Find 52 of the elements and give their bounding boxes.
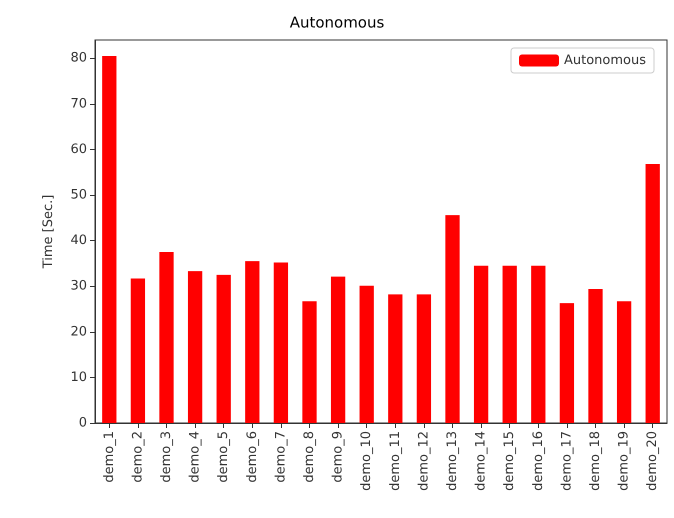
y-tick-label: 10 (70, 370, 87, 385)
bar (274, 262, 288, 423)
y-tick-label: 20 (70, 324, 87, 340)
y-axis-title: Time [Sec.] (41, 194, 56, 270)
y-tick-label: 60 (70, 142, 87, 157)
bar (159, 252, 174, 423)
x-tick-label: demo_18 (588, 431, 603, 491)
x-tick-label: demo_20 (645, 431, 660, 491)
bar (616, 301, 632, 423)
y-tick-label: 0 (78, 416, 87, 430)
x-tick-label: demo_2 (130, 431, 146, 483)
x-tick-label: demo_8 (302, 431, 317, 483)
bar (330, 276, 346, 423)
x-tick-label: demo_10 (359, 431, 374, 491)
bar (388, 294, 402, 423)
bar (245, 261, 260, 423)
x-tick-label: demo_13 (445, 431, 460, 491)
bar (646, 164, 660, 423)
y-tick-label: 70 (70, 96, 87, 112)
x-tick-label: demo_5 (216, 431, 232, 483)
bar (416, 294, 432, 423)
bar (130, 278, 146, 423)
x-tick-label: demo_7 (273, 431, 288, 483)
legend-label: Autonomous (564, 53, 646, 68)
bar (216, 274, 231, 423)
x-tick-label: demo_16 (530, 431, 546, 491)
x-tick-label: demo_1 (102, 431, 117, 483)
bar (502, 266, 517, 423)
x-tick-label: demo_11 (388, 431, 403, 491)
x-tick-label: demo_14 (474, 431, 489, 491)
bar (474, 266, 488, 423)
bar (102, 56, 116, 423)
bar (560, 303, 574, 423)
y-tick-label: 30 (70, 278, 87, 294)
bar (188, 271, 202, 423)
y-tick-label: 80 (70, 50, 87, 66)
bar (445, 215, 460, 423)
bar (302, 301, 317, 423)
chart-title: Autonomous (290, 14, 384, 32)
x-tick-label: demo_3 (159, 431, 174, 483)
x-tick-label: demo_19 (616, 431, 632, 491)
x-tick-label: demo_6 (244, 431, 260, 483)
x-tick-label: demo_4 (188, 431, 203, 483)
bar (360, 286, 374, 423)
x-tick-label: demo_12 (416, 431, 432, 491)
x-tick-label: demo_17 (559, 431, 574, 491)
y-tick-label: 50 (70, 188, 87, 203)
x-tick-label: demo_9 (330, 431, 346, 483)
x-tick-label: demo_15 (502, 431, 518, 491)
bar (531, 266, 546, 423)
bar (588, 288, 603, 423)
y-tick-label: 40 (70, 233, 87, 248)
